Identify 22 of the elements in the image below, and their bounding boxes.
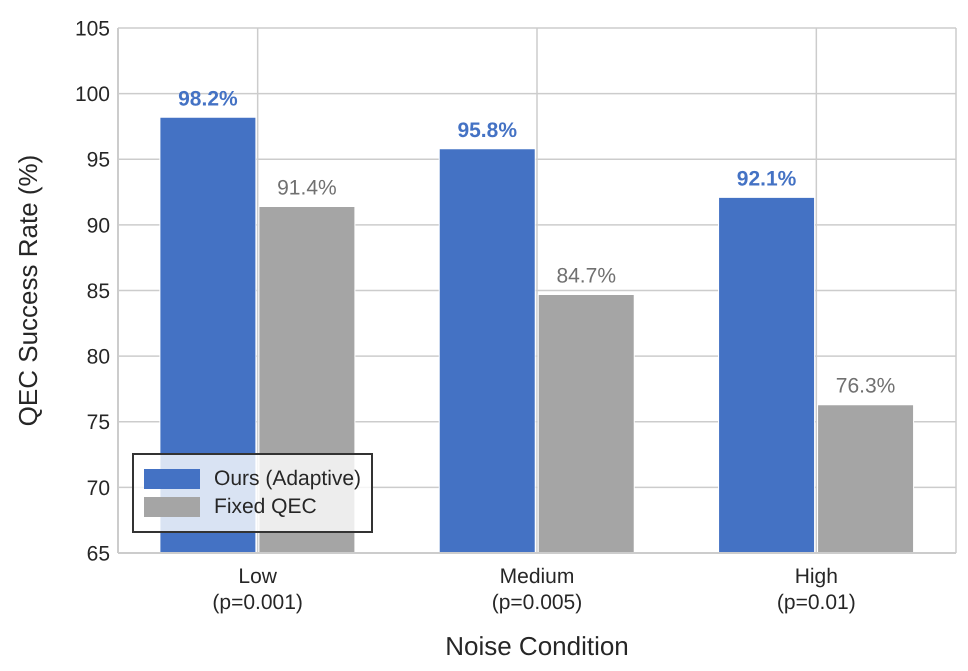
y-tick-label: 95 [86,148,110,172]
data-label: 92.1% [736,167,797,190]
x-tick-label: Medium (p=0.005) [492,565,582,614]
data-label: 91.4% [277,176,337,200]
x-tick-label: High (p=0.01) [776,565,856,614]
y-tick-label: 65 [86,542,110,566]
y-tick-label: 70 [86,476,110,500]
y-axis-title: QEC Success Rate (%) [13,154,44,426]
x-tick-label: Low (p=0.001) [212,565,303,614]
data-label: 84.7% [556,264,616,288]
y-tick-label: 75 [86,411,110,434]
data-label: 76.3% [836,374,896,398]
y-tick-label: 100 [74,83,110,106]
legend-label: Ours (Adaptive) [214,467,362,491]
data-label: 98.2% [178,87,238,110]
y-tick-label: 80 [86,346,110,369]
data-label: 95.8% [457,118,518,142]
y-tick-label: 85 [86,280,110,303]
legend-label: Fixed QEC [214,495,317,519]
y-tick-label: 105 [74,17,110,40]
x-axis-title: Noise Condition [445,631,629,661]
y-tick-label: 90 [86,214,110,238]
